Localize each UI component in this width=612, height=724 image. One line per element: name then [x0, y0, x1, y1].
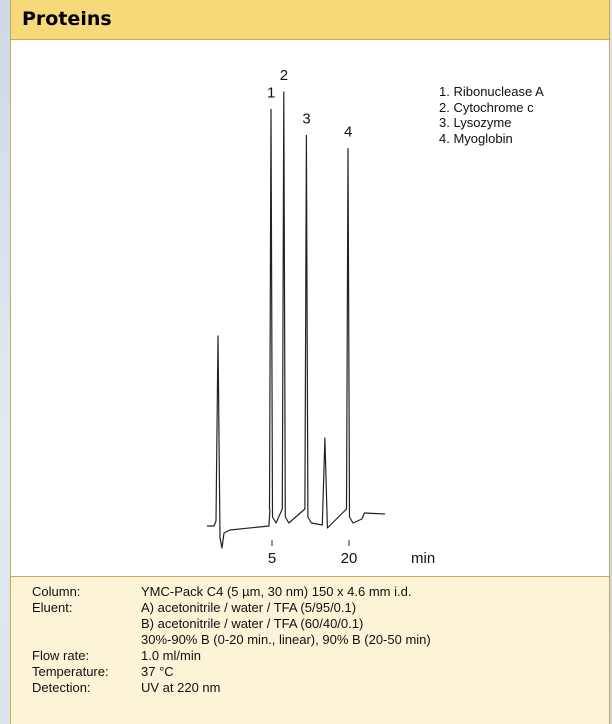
x-tick-label-5: 5	[268, 550, 276, 567]
legend-item-3: 3. Lysozyme	[439, 115, 512, 130]
condition-values: A) acetonitrile / water / TFA (5/95/0.1)…	[141, 600, 609, 648]
chromatogram-trace	[207, 91, 385, 549]
condition-label: Eluent:	[32, 600, 73, 615]
legend-item-2: 2. Cytochrome c	[439, 99, 534, 115]
legend-item-4: 4. Myoglobin	[439, 130, 513, 146]
condition-row-2: Eluent: A) acetonitrile / water / TFA (5/…	[11, 600, 609, 648]
condition-values: YMC-Pack C4 (5 µm, 30 nm) 150 x 4.6 mm i…	[141, 584, 609, 600]
condition-row-1: Column: YMC-Pack C4 (5 µm, 30 nm) 150 x 4…	[11, 584, 609, 600]
peak-label-2: 2	[280, 67, 288, 84]
condition-row-3: Flow rate: 1.0 ml/min	[11, 648, 609, 664]
condition-value: B) acetonitrile / water / TFA (60/40/0.1…	[141, 616, 364, 631]
condition-label: Column:	[32, 584, 81, 599]
panel-header: Proteins	[11, 0, 609, 40]
peak-label-1: 1	[267, 84, 275, 101]
condition-label: Temperature:	[32, 664, 109, 679]
condition-value: 1.0 ml/min	[141, 648, 201, 663]
legend-item-1: 1. Ribonuclease A	[439, 84, 544, 99]
condition-values: 1.0 ml/min	[141, 648, 609, 664]
conditions-table: Column: YMC-Pack C4 (5 µm, 30 nm) 150 x 4…	[11, 576, 609, 724]
condition-label: Flow rate:	[32, 648, 90, 663]
condition-values: UV at 220 nm	[141, 680, 609, 696]
condition-row-4: Temperature: 37 °C	[11, 664, 609, 680]
condition-label: Detection:	[32, 680, 91, 695]
condition-value: 30%-90% B (0-20 min., linear), 90% B (20…	[141, 632, 431, 647]
chromatogram-svg: 12 3 4 5 20 min	[207, 67, 435, 567]
condition-value: A) acetonitrile / water / TFA (5/95/0.1)	[141, 600, 357, 615]
condition-values: 37 °C	[141, 664, 609, 680]
condition-value: UV at 220 nm	[141, 680, 221, 695]
condition-value: 37 °C	[141, 664, 174, 679]
x-tick-label-20: 20	[341, 550, 358, 567]
chart-legend: 1. Ribonuclease A 2. Cytochrome c 3. Lysoz…	[439, 84, 544, 146]
peak-label-3: 3	[302, 111, 310, 128]
x-axis-unit: min	[411, 550, 435, 567]
condition-value: YMC-Pack C4 (5 µm, 30 nm) 150 x 4.6 mm i…	[141, 584, 412, 599]
peak-label-4: 4	[344, 124, 352, 141]
panel-title: Proteins	[22, 8, 112, 30]
condition-row-5: Detection: UV at 220 nm	[11, 680, 609, 696]
